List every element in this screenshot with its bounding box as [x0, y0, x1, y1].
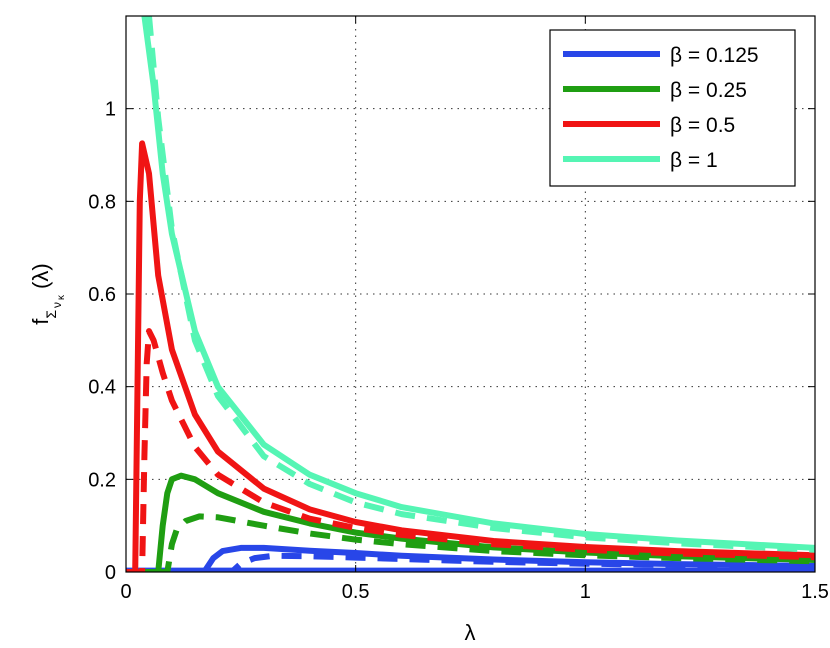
series-line-6 [126, 328, 815, 572]
x-tick-label: 1.5 [801, 581, 829, 603]
series-line-4 [126, 513, 815, 572]
grid [126, 16, 815, 572]
tick-labels: 0 0.5 1 1.5 0 0.2 0.4 0.6 0.8 1 [88, 99, 829, 603]
y-tick-label: 0.8 [88, 191, 116, 213]
y-axis-label: fΣνκ(λ) [28, 263, 67, 324]
y-label-sub-kappa: κ [56, 294, 67, 300]
legend-label-3: β = 1 [670, 149, 718, 172]
y-label-sub-sigma: Σ [43, 310, 59, 319]
y-tick-label: 1 [105, 99, 116, 121]
x-tick-label: 0 [120, 581, 131, 603]
series-lines [126, 16, 815, 572]
x-tick-label: 0.5 [342, 581, 370, 603]
y-tick-label: 0 [105, 562, 116, 584]
legend-label-1: β = 0.25 [670, 79, 747, 102]
series-line-1 [126, 552, 815, 572]
series-line-5 [126, 140, 815, 572]
series-line-8 [146, 16, 815, 553]
legend: β = 0.125 β = 0.25 β = 0.5 β = 1 [549, 29, 796, 187]
x-tick-label: 1 [580, 581, 591, 603]
y-tick-label: 0.2 [88, 469, 116, 491]
y-label-sub-nu: ν [50, 302, 64, 308]
legend-label-2: β = 0.5 [670, 114, 735, 137]
y-label-main: f [28, 318, 53, 325]
y-label-arg: (λ) [28, 263, 53, 289]
y-tick-label: 0.4 [88, 377, 116, 399]
x-axis-label: λ [465, 620, 476, 645]
y-tick-label: 0.6 [88, 284, 116, 306]
svg-text:fΣνκ(λ): fΣνκ(λ) [28, 263, 67, 324]
ticks [125, 16, 816, 573]
legend-label-0: β = 0.125 [670, 44, 759, 67]
